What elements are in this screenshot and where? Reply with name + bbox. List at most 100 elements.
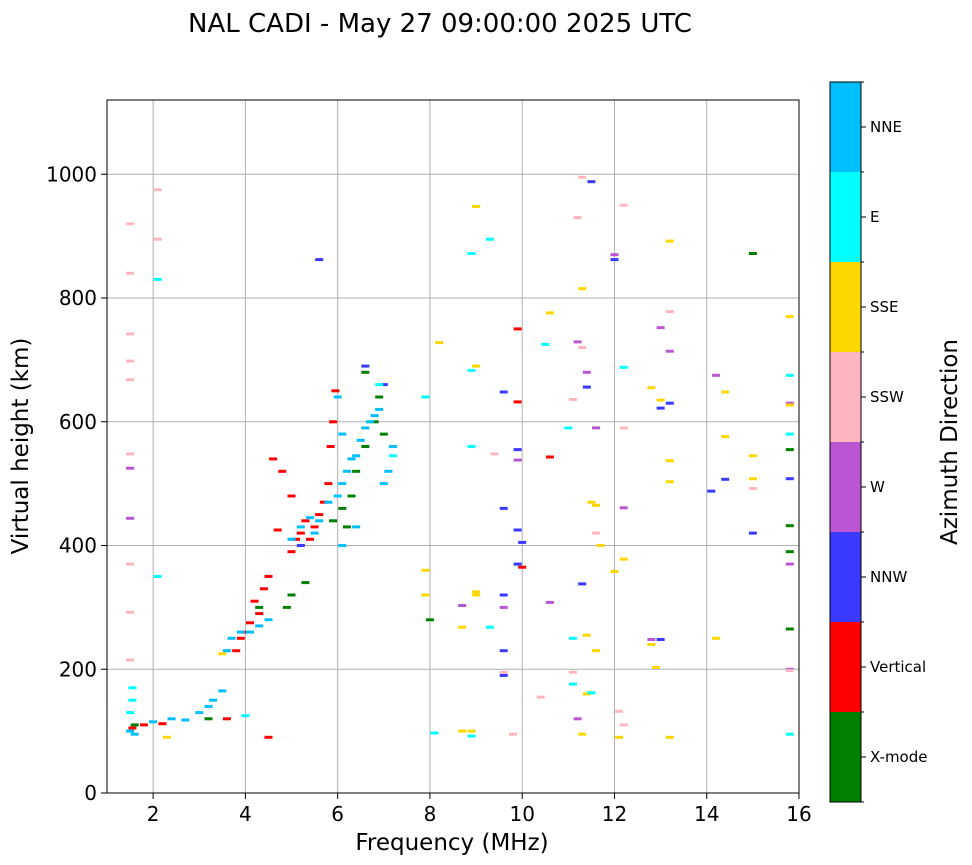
data-point bbox=[319, 500, 328, 504]
data-point bbox=[748, 454, 757, 458]
colorbar-frame bbox=[829, 81, 862, 803]
data-point bbox=[338, 482, 347, 486]
data-point bbox=[619, 365, 628, 369]
data-point bbox=[384, 469, 393, 473]
data-point bbox=[430, 731, 439, 735]
colorbar-tick-label: X-mode bbox=[870, 748, 927, 766]
data-point bbox=[153, 188, 162, 192]
data-point bbox=[582, 385, 591, 389]
data-point bbox=[541, 342, 550, 346]
data-point bbox=[333, 395, 342, 399]
data-point bbox=[310, 531, 319, 535]
data-point bbox=[592, 503, 600, 507]
data-point bbox=[264, 574, 273, 578]
data-point bbox=[652, 665, 660, 669]
data-point bbox=[315, 513, 324, 517]
data-point bbox=[499, 506, 508, 510]
data-point bbox=[513, 528, 522, 532]
data-point bbox=[241, 630, 250, 634]
colorbar-tick-label: SSE bbox=[870, 298, 899, 316]
data-point bbox=[592, 426, 600, 430]
data-point bbox=[287, 593, 296, 597]
data-point bbox=[264, 618, 273, 622]
data-point bbox=[158, 722, 167, 726]
data-point bbox=[582, 692, 591, 696]
data-point bbox=[421, 568, 430, 572]
colorbar-segment bbox=[830, 82, 861, 172]
data-point bbox=[472, 364, 481, 368]
colorbar-segment bbox=[830, 442, 861, 532]
series-sse bbox=[163, 204, 794, 739]
data-point bbox=[264, 735, 273, 739]
data-point bbox=[331, 389, 340, 393]
data-point bbox=[785, 550, 794, 554]
data-point bbox=[326, 445, 335, 448]
data-point bbox=[785, 524, 794, 528]
x-tick-label: 6 bbox=[331, 802, 344, 826]
data-point bbox=[287, 494, 296, 498]
data-point bbox=[467, 445, 476, 448]
data-point bbox=[712, 373, 720, 377]
series-w bbox=[126, 253, 794, 721]
data-point bbox=[352, 469, 361, 473]
data-point bbox=[255, 605, 264, 609]
data-point bbox=[619, 723, 628, 727]
data-point bbox=[545, 311, 554, 315]
data-point bbox=[587, 691, 596, 695]
data-point bbox=[513, 327, 522, 331]
data-point bbox=[389, 454, 397, 458]
data-point bbox=[596, 544, 605, 547]
data-point bbox=[665, 459, 674, 463]
data-point bbox=[421, 593, 430, 597]
data-point bbox=[375, 395, 384, 399]
data-point bbox=[241, 714, 250, 718]
series-nnw bbox=[296, 180, 794, 677]
data-point bbox=[578, 732, 587, 736]
data-point bbox=[578, 582, 587, 586]
data-point bbox=[338, 432, 347, 436]
data-point bbox=[458, 625, 467, 629]
data-point bbox=[126, 271, 135, 275]
data-point bbox=[472, 590, 481, 594]
data-point bbox=[656, 406, 665, 410]
data-point bbox=[269, 457, 278, 461]
data-point bbox=[329, 519, 338, 523]
data-point bbox=[366, 420, 374, 424]
series-x-mode bbox=[130, 252, 794, 727]
data-point bbox=[647, 386, 656, 390]
data-point bbox=[370, 420, 379, 424]
data-point bbox=[315, 258, 324, 262]
data-point bbox=[255, 624, 264, 628]
colorbar-segment bbox=[830, 532, 861, 622]
data-point bbox=[499, 390, 508, 394]
data-point bbox=[564, 426, 573, 430]
data-point bbox=[707, 489, 716, 493]
grid-lines bbox=[107, 100, 800, 794]
colorbar-segment bbox=[830, 712, 861, 802]
data-point bbox=[347, 494, 356, 498]
data-point bbox=[536, 695, 545, 699]
data-point bbox=[647, 638, 656, 641]
data-point bbox=[568, 636, 577, 640]
data-point bbox=[338, 544, 347, 547]
data-point bbox=[126, 378, 135, 382]
data-point bbox=[126, 729, 135, 733]
colorbar-segment bbox=[830, 262, 861, 352]
data-point bbox=[592, 531, 600, 535]
data-point bbox=[748, 531, 757, 535]
data-point bbox=[467, 734, 476, 738]
data-point bbox=[153, 574, 162, 578]
data-point bbox=[259, 587, 268, 591]
data-point bbox=[665, 480, 674, 484]
data-point bbox=[130, 723, 139, 727]
data-point bbox=[195, 711, 204, 715]
data-point bbox=[665, 349, 674, 353]
data-point bbox=[375, 407, 384, 411]
data-point bbox=[306, 516, 314, 520]
data-point bbox=[342, 469, 351, 473]
data-point bbox=[153, 277, 162, 281]
data-point bbox=[619, 506, 628, 510]
data-point bbox=[785, 732, 794, 736]
data-point bbox=[421, 395, 430, 399]
colorbar-label: Azimuth Direction bbox=[937, 339, 963, 545]
